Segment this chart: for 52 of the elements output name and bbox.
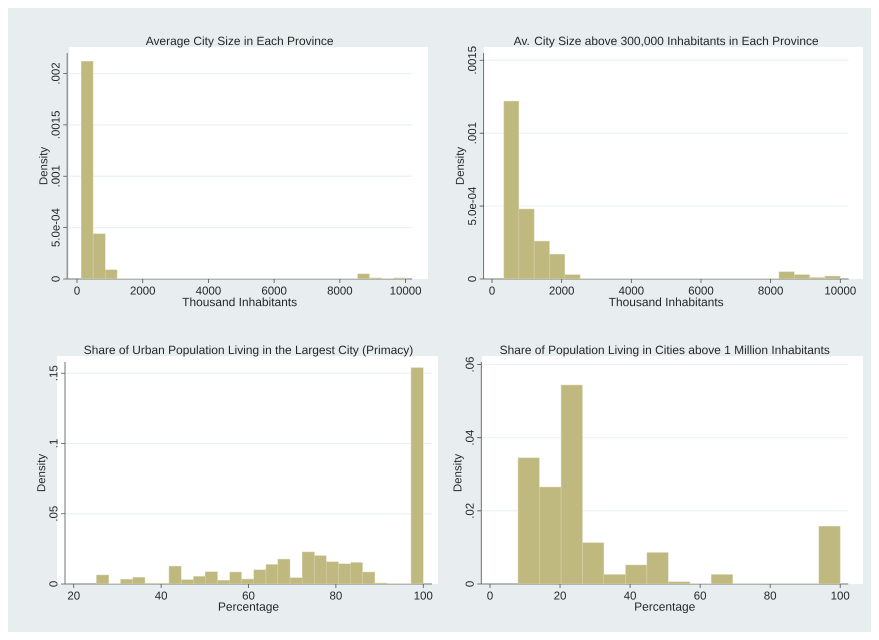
y-tick-label: 0 xyxy=(49,581,58,587)
x-tick-label: 100 xyxy=(832,592,850,600)
x-tick-label: 10000 xyxy=(825,286,856,295)
y-tick-label: .001 xyxy=(468,122,476,144)
y-axis-title: Density xyxy=(39,146,50,184)
y-tick-label: .001 xyxy=(52,166,60,186)
x-tick-label: 80 xyxy=(330,592,342,600)
x-tick-label: 6000 xyxy=(262,286,286,295)
x-axis-title: Percentage xyxy=(218,602,279,614)
x-tick-label: 2000 xyxy=(130,286,156,295)
x-tick-label: 0 xyxy=(487,592,493,600)
chart-title: Av. City Size above 300,000 Inhabitants in Each Province xyxy=(514,36,818,48)
y-tick-label: .0015 xyxy=(52,111,60,138)
x-tick-label: 100 xyxy=(414,592,432,600)
x-tick-label: 20 xyxy=(68,592,80,600)
y-axis-title: Density xyxy=(456,146,466,184)
x-tick-label: 80 xyxy=(764,592,776,600)
x-tick-label: 4000 xyxy=(196,286,221,295)
y-tick-label: .06 xyxy=(466,357,474,372)
y-tick-label: 5.0e-04 xyxy=(52,208,60,247)
x-tick-label: 20 xyxy=(554,592,566,600)
chart-title: Share of Population Living in Cities above 1 Million Inhabitants xyxy=(500,345,830,356)
y-tick-label: .0015 xyxy=(468,46,476,74)
y-tick-label: .002 xyxy=(52,62,60,84)
y-tick-label: 5.0e-04 xyxy=(468,186,476,226)
y-tick-label: 0 xyxy=(466,581,474,587)
x-tick-label: 8000 xyxy=(758,286,783,295)
x-axis-title: Percentage xyxy=(635,602,695,614)
x-tick-label: 2000 xyxy=(550,286,574,295)
y-tick-label: .15 xyxy=(50,366,58,380)
y-tick-label: .1 xyxy=(50,439,58,448)
x-tick-label: 40 xyxy=(155,592,168,600)
chart-title: Average City Size in Each Province xyxy=(146,36,333,48)
x-tick-label: 40 xyxy=(624,592,636,600)
x-tick-label: 4000 xyxy=(618,286,644,295)
x-tick-label: 0 xyxy=(74,286,80,295)
y-tick-label: .05 xyxy=(49,506,58,521)
x-tick-label: 60 xyxy=(694,592,706,600)
x-tick-label: 8000 xyxy=(328,286,352,295)
y-tick-label: 0 xyxy=(468,276,476,282)
x-tick-label: 60 xyxy=(242,592,254,600)
chart-title: Share of Urban Population Living in the Largest City (Primacy) xyxy=(84,345,412,356)
y-axis-title: Density xyxy=(453,454,464,492)
y-tick-label: .02 xyxy=(466,503,474,518)
y-tick-label: .04 xyxy=(466,430,474,445)
x-tick-label: 0 xyxy=(489,286,495,295)
y-axis-title: Density xyxy=(36,454,48,492)
y-tick-label: 0 xyxy=(52,276,60,282)
x-tick-label: 10000 xyxy=(390,286,422,295)
x-axis-title: Thousand Inhabitants xyxy=(608,297,724,306)
x-axis-title: Thousand Inhabitants xyxy=(182,297,297,306)
x-tick-label: 6000 xyxy=(688,286,714,295)
